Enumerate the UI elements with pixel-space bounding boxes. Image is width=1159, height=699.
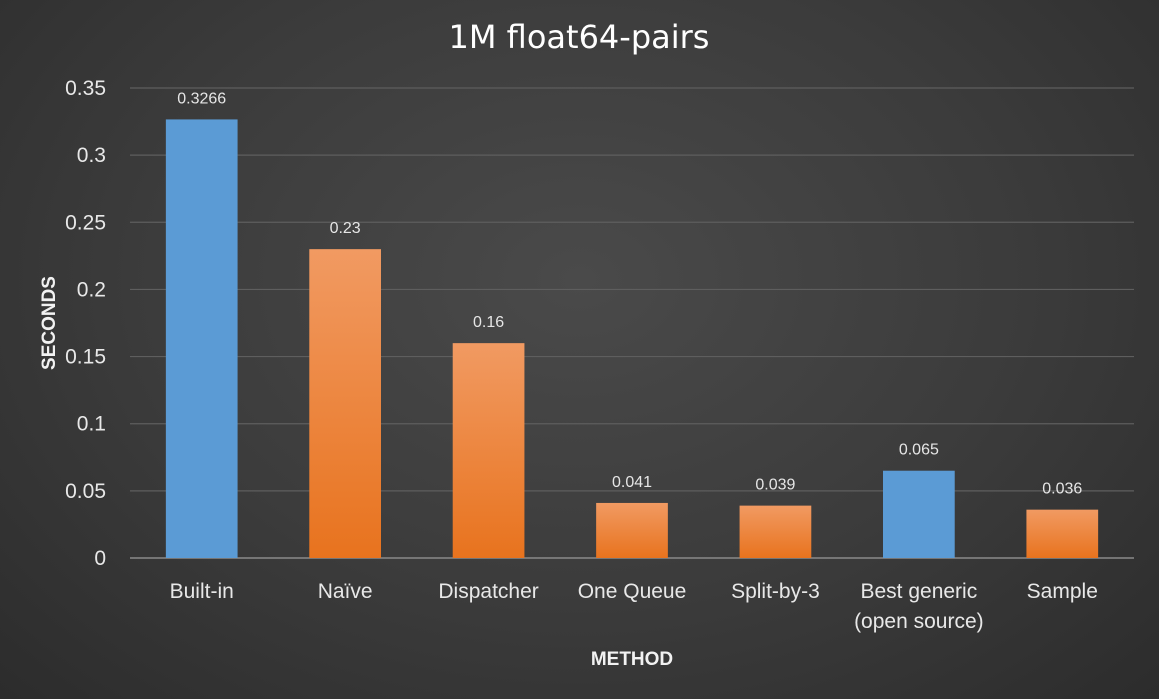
bar	[309, 249, 381, 558]
data-label: 0.041	[612, 474, 652, 491]
bar	[883, 470, 955, 558]
data-labels: 0.3266 0.23 0.16 0.041 0.039 0.065 0.036	[177, 90, 1082, 497]
y-tick-label: 0.25	[65, 211, 106, 234]
x-axis-ticks: Built-in Naïve Dispatcher One Queue Split-by…	[170, 580, 1098, 633]
y-tick-label: 0	[94, 547, 106, 570]
y-tick-label: 0.1	[77, 413, 106, 436]
y-axis-title: SECONDS	[39, 276, 60, 370]
x-tick-label: Best generic (open source)	[854, 580, 984, 633]
x-tick-label: Dispatcher	[438, 580, 538, 603]
y-tick-label: 0.05	[65, 480, 106, 503]
data-label: 0.065	[899, 442, 939, 459]
bar	[165, 119, 238, 559]
x-tick-label: Split-by-3	[731, 580, 820, 603]
x-tick-label: Sample	[1027, 580, 1098, 603]
y-tick-label: 0.2	[77, 278, 106, 301]
y-tick-label: 0.3	[77, 144, 106, 167]
bar	[739, 505, 812, 558]
data-label: 0.036	[1042, 481, 1082, 498]
bar	[596, 502, 668, 558]
y-axis-ticks: 0 0.05 0.1 0.15 0.2 0.25 0.3 0.35	[65, 77, 106, 570]
bar	[452, 343, 525, 558]
x-tick-label: Built-in	[170, 580, 234, 603]
gridlines	[130, 87, 1134, 559]
x-axis-title: METHOD	[591, 649, 673, 670]
bars	[165, 119, 1099, 559]
data-label: 0.3266	[177, 90, 226, 107]
chart-title: 1M float64-pairs	[449, 18, 710, 56]
y-tick-label: 0.15	[65, 346, 106, 369]
x-tick-label: Naïve	[318, 580, 373, 603]
bar	[1026, 509, 1099, 558]
data-label: 0.23	[330, 220, 361, 237]
data-label: 0.039	[755, 477, 795, 494]
y-tick-label: 0.35	[65, 77, 106, 100]
x-tick-label: One Queue	[578, 580, 687, 603]
data-label: 0.16	[473, 314, 504, 331]
